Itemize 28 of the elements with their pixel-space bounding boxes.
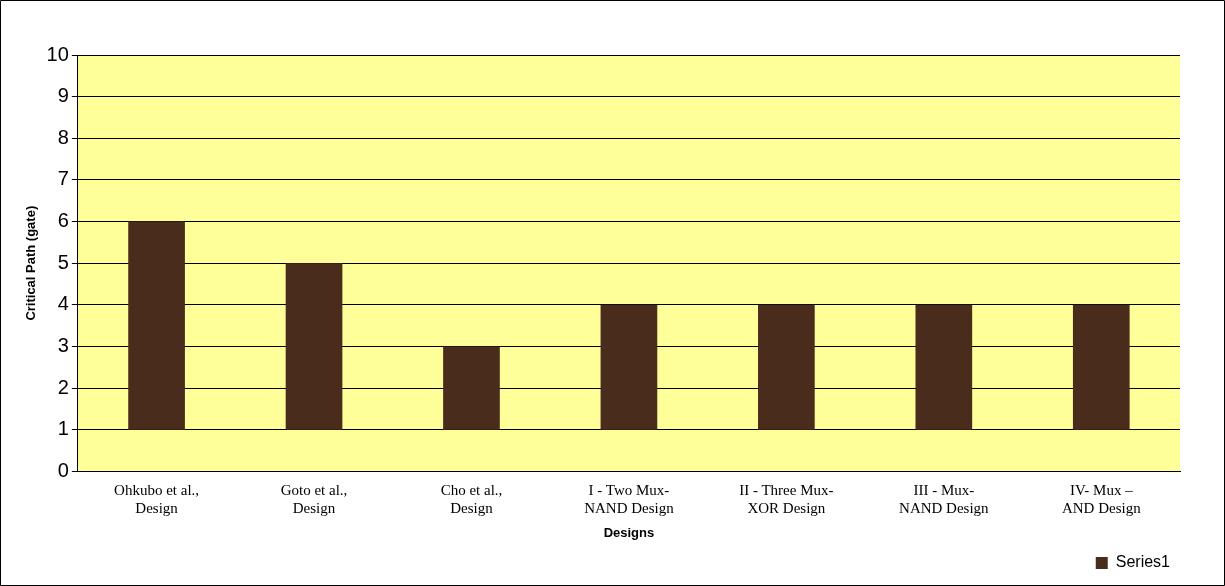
y-tick-label: 5 xyxy=(57,250,69,273)
bar xyxy=(1072,304,1130,430)
x-tick-label: I - Two Mux- NAND Design xyxy=(584,482,675,517)
bar xyxy=(443,346,500,430)
y-tick-label: 0 xyxy=(57,458,69,481)
y-tick-label: 7 xyxy=(57,167,69,190)
bar xyxy=(128,221,185,430)
bar xyxy=(600,304,658,430)
bar xyxy=(758,304,815,430)
legend-label: Series1 xyxy=(1115,553,1171,571)
x-tick-label: Goto et al., Design xyxy=(280,482,348,517)
x-tick-label: IV- Mux – AND Design xyxy=(1061,482,1142,517)
y-tick-label: 8 xyxy=(57,125,69,148)
x-tick-label: Ohkubo et al., Design xyxy=(114,482,200,517)
x-tick-label: II - Three Mux- XOR Design xyxy=(739,482,834,517)
y-tick-label: 9 xyxy=(57,84,69,107)
y-tick-label: 10 xyxy=(46,42,69,65)
y-tick-label: 6 xyxy=(57,209,69,232)
y-axis-title: Critical Path (gate) xyxy=(23,205,39,321)
y-tick-label: 2 xyxy=(57,375,69,398)
x-tick-label: III - Mux- NAND Design xyxy=(899,482,990,517)
y-tick-label: 1 xyxy=(57,417,69,440)
y-tick-label: 3 xyxy=(57,334,69,356)
x-axis-title: Designs xyxy=(603,524,655,540)
bar xyxy=(285,263,343,430)
bar xyxy=(915,304,973,430)
x-tick-label: Cho et al., Design xyxy=(440,482,503,517)
y-tick-label: 4 xyxy=(57,292,69,315)
